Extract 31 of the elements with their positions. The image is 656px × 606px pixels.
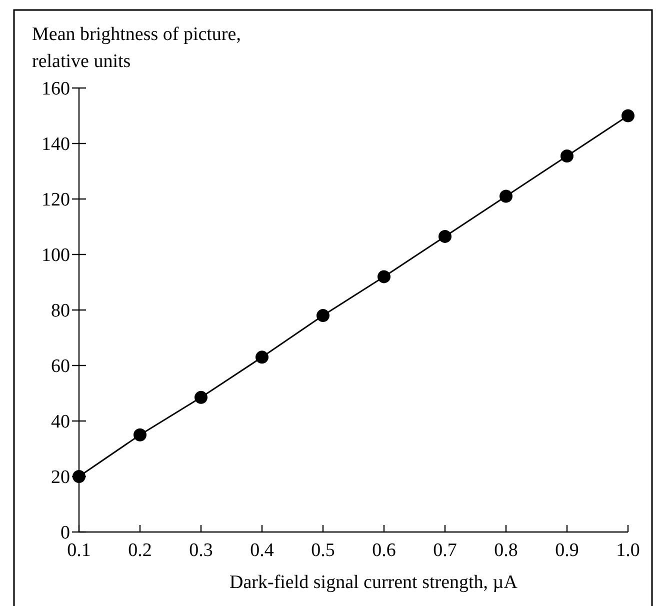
y-tick-label: 60 — [51, 356, 70, 378]
x-tick-label: 0.9 — [555, 540, 579, 561]
y-tick-label: 80 — [51, 300, 70, 322]
x-tick-label: 0.1 — [67, 540, 91, 561]
y-tick-label: 40 — [51, 412, 70, 433]
y-tick-label: 140 — [42, 134, 70, 156]
x-tick-label: 0.6 — [372, 540, 396, 561]
point — [622, 109, 634, 122]
x-axis-title: Dark-field signal current strength, µA — [230, 572, 518, 593]
y-axis-title: Mean brightness of picture, relative units — [32, 24, 241, 72]
point — [438, 230, 452, 243]
y-tick-label: 20 — [51, 467, 70, 488]
x-tick-label: 0.4 — [250, 540, 274, 561]
x-tick-label: 0.7 — [433, 540, 457, 561]
point — [256, 350, 268, 364]
y-tick-label: 100 — [42, 245, 70, 266]
point — [560, 149, 574, 162]
y-tick-label: 120 — [42, 190, 70, 211]
x-tick-label: 0.2 — [128, 540, 152, 561]
point — [316, 309, 330, 322]
x-tick-label: 0.5 — [311, 540, 335, 561]
point — [194, 390, 208, 404]
point — [500, 190, 512, 203]
point — [378, 270, 390, 284]
point — [72, 470, 86, 483]
x-tick-label: 0.3 — [189, 540, 213, 561]
y-tick-label: 160 — [42, 78, 70, 100]
y-tick-label: 0 — [60, 522, 70, 544]
x-tick-label: 0.8 — [494, 540, 518, 561]
x-tick-label: 1.0 — [616, 540, 640, 561]
point — [134, 428, 146, 442]
